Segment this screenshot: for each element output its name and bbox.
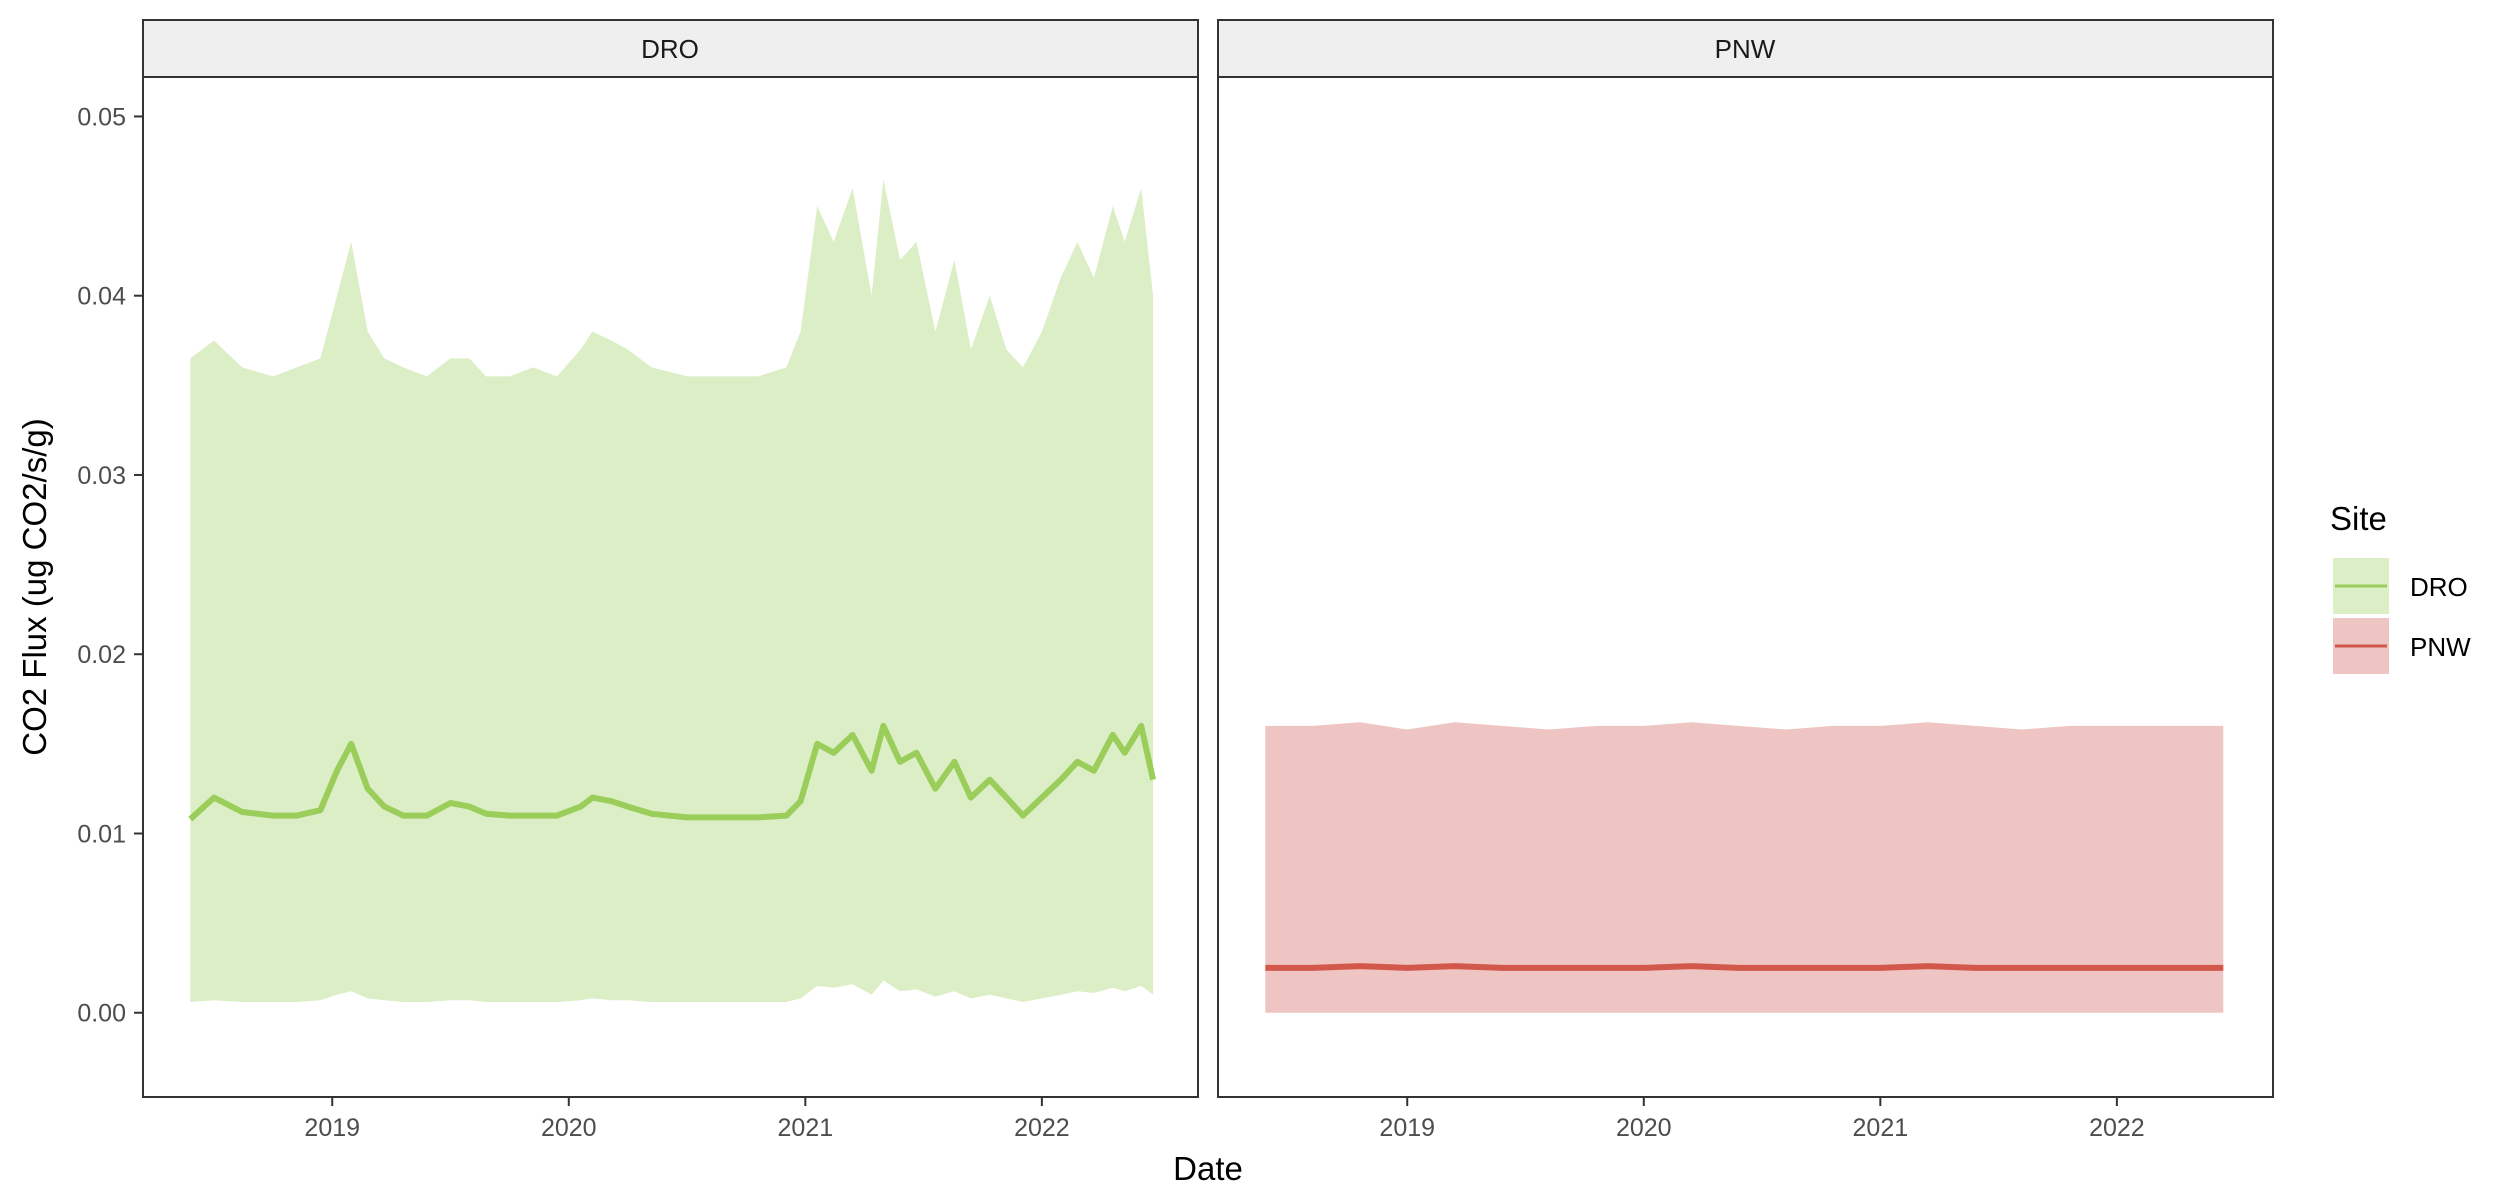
x-tick-label: 2021	[778, 1114, 834, 1142]
y-tick-label: 0.05	[77, 103, 126, 131]
plot-border-pnw	[1217, 76, 2274, 1098]
legend-item-dro: DRO	[2333, 558, 2468, 614]
x-tick-label: 2020	[541, 1114, 597, 1142]
x-tick-label: 2022	[1014, 1114, 1070, 1142]
x-tick-label: 2021	[1853, 1114, 1909, 1142]
legend-label-pnw: PNW	[2410, 632, 2471, 662]
legend: Site DRO PNW	[2330, 500, 2471, 674]
x-tick-label: 2022	[2089, 1114, 2145, 1142]
x-axis-pnw: 2019 2020 2021 2022	[1379, 1097, 2145, 1142]
y-tick-label: 0.00	[77, 1000, 126, 1028]
y-tick-label: 0.01	[77, 820, 126, 848]
x-axis-dro: 2019 2020 2021 2022	[304, 1097, 1070, 1142]
legend-item-pnw: PNW	[2333, 618, 2471, 674]
x-axis-title: Date	[1173, 1150, 1243, 1187]
ribbon-pnw	[1265, 722, 2224, 1013]
panel-pnw: PNW	[1217, 19, 2274, 1098]
data-layer-pnw	[1265, 722, 2224, 1013]
panel-dro: DRO	[142, 19, 1199, 1098]
y-axis-title: CO2 Flux (ug CO2/s/g)	[16, 418, 53, 755]
strip-label-pnw: PNW	[1715, 34, 1776, 64]
y-tick-label: 0.04	[77, 283, 126, 311]
x-tick-label: 2020	[1616, 1114, 1672, 1142]
ribbon-dro	[190, 179, 1154, 1002]
legend-title: Site	[2330, 500, 2387, 537]
x-tick-label: 2019	[304, 1114, 360, 1142]
plot-border-dro	[142, 76, 1199, 1098]
strip-background-dro	[142, 19, 1199, 78]
series-line-dro	[188, 722, 1157, 822]
legend-label-dro: DRO	[2410, 572, 2468, 602]
series-line-pnw	[1265, 963, 2224, 971]
y-axis: 0.00 0.01 0.02 0.03 0.04 0.05	[77, 103, 143, 1028]
strip-label-dro: DRO	[641, 34, 699, 64]
x-tick-label: 2019	[1379, 1114, 1435, 1142]
y-tick-label: 0.02	[77, 641, 126, 669]
data-layer-dro	[188, 179, 1157, 1002]
strip-background-pnw	[1217, 19, 2274, 78]
y-tick-label: 0.03	[77, 462, 126, 490]
